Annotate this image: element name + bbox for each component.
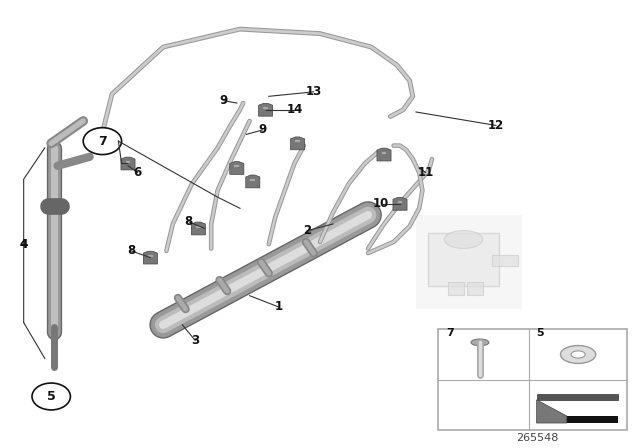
Text: 3: 3 — [191, 334, 199, 347]
Polygon shape — [121, 157, 135, 170]
Text: 5: 5 — [536, 328, 544, 338]
Text: 265548: 265548 — [516, 433, 559, 443]
Text: 4: 4 — [20, 237, 28, 251]
Polygon shape — [377, 148, 391, 161]
Polygon shape — [291, 137, 305, 150]
Bar — [416, 215, 522, 309]
Text: 8: 8 — [185, 215, 193, 228]
Text: 1: 1 — [275, 300, 282, 314]
Polygon shape — [246, 175, 260, 188]
Text: 13: 13 — [305, 85, 322, 99]
Polygon shape — [230, 162, 244, 174]
Text: 7: 7 — [98, 134, 107, 148]
Text: 9: 9 — [259, 123, 266, 137]
Ellipse shape — [571, 351, 585, 358]
Bar — [438, 329, 627, 430]
Text: 5: 5 — [47, 390, 56, 403]
Bar — [447, 282, 463, 296]
Bar — [428, 233, 499, 287]
Circle shape — [83, 128, 122, 155]
Text: 9: 9 — [220, 94, 228, 108]
Polygon shape — [536, 400, 567, 423]
Text: 11: 11 — [417, 166, 434, 179]
Bar — [536, 416, 618, 423]
Text: 10: 10 — [372, 197, 389, 211]
Text: 12: 12 — [488, 119, 504, 132]
Polygon shape — [191, 222, 205, 235]
Bar — [467, 282, 483, 296]
Ellipse shape — [444, 231, 483, 249]
Polygon shape — [143, 251, 157, 264]
Polygon shape — [259, 103, 273, 116]
Bar — [492, 255, 518, 266]
Text: 14: 14 — [286, 103, 303, 116]
Ellipse shape — [471, 339, 489, 346]
Circle shape — [32, 383, 70, 410]
Polygon shape — [393, 198, 407, 210]
Polygon shape — [536, 394, 618, 400]
Text: 2: 2 — [303, 224, 311, 237]
Ellipse shape — [561, 345, 596, 363]
Text: 7: 7 — [446, 328, 454, 338]
Text: 4: 4 — [20, 237, 28, 251]
Text: 8: 8 — [127, 244, 135, 258]
Text: 6: 6 — [134, 166, 141, 179]
